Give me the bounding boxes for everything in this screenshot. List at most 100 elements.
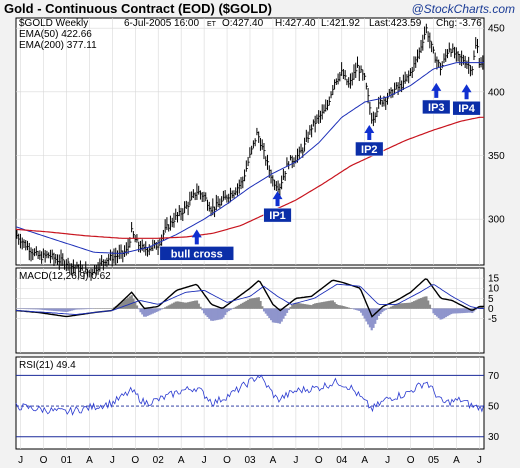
macd-histogram-bar (402, 303, 405, 309)
macd-histogram-bar (441, 308, 444, 320)
macd-histogram-bar (150, 308, 153, 315)
macd-histogram-bar (68, 308, 72, 312)
x-tick-label: A (86, 455, 93, 466)
macd-histogram-bar (151, 308, 154, 314)
macd-histogram-bar (264, 308, 267, 314)
macd-histogram-bar (171, 303, 174, 309)
macd-histogram-bar (444, 308, 447, 318)
macd-histogram-bar (218, 308, 222, 320)
watermark: @StockCharts.com (411, 2, 515, 16)
macd-histogram-bar (425, 296, 428, 309)
macd-histogram-bar (172, 302, 176, 309)
macd-histogram-bar (176, 301, 179, 309)
macd-histogram-bar (236, 305, 239, 309)
ema200-line (15, 116, 484, 239)
macd-histogram-bar (344, 306, 347, 309)
macd-histogram-bar (178, 301, 181, 309)
macd-histogram-bar (418, 298, 421, 309)
macd-histogram-bar (391, 305, 394, 309)
macd-histogram-bar (238, 304, 241, 309)
header-tz: ET (207, 21, 217, 28)
macd-histogram-bar (79, 308, 82, 310)
macd-histogram-bar (188, 301, 192, 309)
macd-histogram-bar (77, 308, 80, 310)
macd-histogram-bar (303, 304, 306, 309)
rsi-line (15, 374, 484, 416)
x-tick-label: A (178, 455, 185, 466)
macd-histogram-bar (354, 308, 357, 310)
macd-histogram-bar (395, 303, 398, 309)
macd-histogram-bar (197, 303, 200, 309)
macd-histogram-bar (257, 297, 260, 309)
x-tick-label: O (40, 455, 48, 466)
macd-histogram-bar (134, 302, 137, 309)
macd-histogram-bar (220, 308, 223, 320)
macd-histogram-bar (372, 308, 375, 328)
macd-histogram-bar (45, 308, 49, 311)
macd-histogram-bar (301, 303, 304, 309)
macd-histogram-bar (51, 308, 54, 311)
macd-histogram-bar (65, 308, 68, 313)
price-gridlines (16, 18, 484, 265)
annotation-badge (355, 141, 384, 157)
macd-histogram-bar (155, 308, 158, 313)
macd-histogram-bar (28, 308, 31, 310)
macd-histogram-bar (471, 308, 474, 314)
macd-histogram-bar (405, 302, 409, 309)
annotation-badge (263, 207, 292, 223)
macd-histogram-bar (282, 308, 285, 319)
macd-histogram-bar (127, 297, 130, 309)
macd-histogram-bar (291, 304, 294, 309)
x-tick-label: J (477, 455, 482, 466)
macd-histogram-bar (245, 300, 248, 309)
macd-histogram-bar (455, 308, 458, 314)
macd-histogram-bar (162, 308, 165, 309)
macd-histogram-bar (457, 308, 460, 314)
macd-histogram-bar (250, 298, 253, 309)
macd-histogram-bar (81, 308, 84, 310)
macd-histogram-bar (194, 300, 197, 309)
annotation-label: IP4 (458, 103, 475, 115)
macd-histogram-bar (340, 305, 343, 309)
macd-histogram-bar (347, 307, 350, 309)
x-tick-label: J (202, 455, 207, 466)
macd-histogram-bar (123, 300, 126, 309)
macd-histogram-bar (201, 308, 204, 311)
macd-histogram-bar (356, 308, 359, 311)
macd-histogram-bar (22, 308, 26, 310)
macd-histogram-bar (428, 304, 432, 309)
macd-histogram-bar (192, 300, 195, 309)
macd-histogram-bar (432, 308, 435, 314)
annotation-badge (452, 100, 481, 116)
macd-histogram-bar (30, 308, 33, 310)
macd-histogram-bar (400, 303, 403, 309)
macd-histogram-bar (183, 302, 186, 309)
y-tick-label: 30 (488, 432, 500, 443)
y-tick-label: 400 (488, 87, 505, 98)
macd-histogram-bar (225, 308, 229, 313)
macd-histogram-bar (388, 307, 391, 309)
macd-histogram-bar (232, 307, 236, 309)
macd-histogram-bar (370, 308, 373, 331)
macd-histogram-bar (169, 304, 172, 309)
macd-histogram-bar (398, 303, 402, 309)
annotations: bull cross IP1 IP2 IP3 IP4 (159, 82, 481, 261)
macd-histogram-bar (360, 308, 363, 313)
macd-histogram-bar (324, 301, 327, 309)
y-tick-label: 50 (488, 402, 500, 413)
macd-histogram-bar (248, 298, 252, 309)
header-symbol: $GOLD Weekly (19, 18, 88, 29)
x-tick-label: A (270, 455, 277, 466)
price-series (16, 23, 485, 281)
header-chg-value: -3.76 (459, 18, 482, 29)
macd-histogram-bar (450, 308, 453, 315)
y-tick-label: -5 (488, 314, 497, 325)
macd-histogram-bar (268, 308, 271, 319)
macd-histogram-bar (404, 303, 407, 309)
ema50-line (15, 62, 484, 255)
macd-histogram-bar (67, 308, 70, 312)
macd-histogram-bar (300, 303, 303, 309)
legend-ema50: EMA(50) 422.66 (19, 29, 92, 40)
x-tick-label: 02 (153, 455, 165, 466)
annotation-arrow (191, 229, 202, 245)
